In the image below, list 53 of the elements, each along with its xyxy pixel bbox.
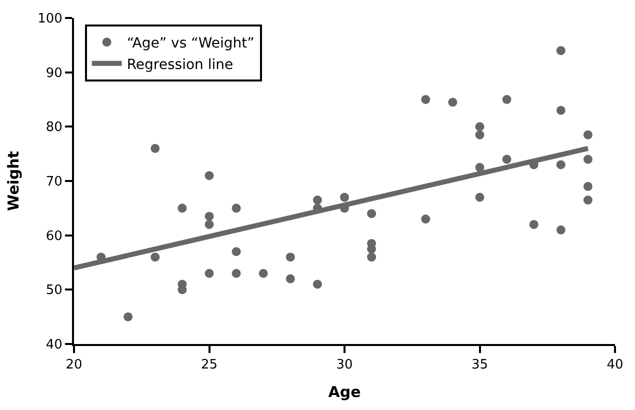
point [204,212,214,221]
x-tick-label: 25 [200,358,218,373]
point [556,225,566,234]
y-tick-label: 60 [46,228,62,244]
point [502,154,512,164]
point [232,268,241,278]
point [232,247,241,256]
point [502,95,512,104]
point [583,196,592,205]
x-tick-label: 40 [606,358,624,373]
y-tick-label: 40 [46,338,62,353]
point [529,220,538,229]
x-tick-label: 30 [336,358,353,373]
point [475,192,484,202]
point [312,280,322,289]
point [204,268,214,278]
point [475,162,484,172]
y-tick-label: 90 [46,66,62,81]
y-tick-label: 100 [38,12,62,27]
point [178,204,187,213]
point [258,268,268,278]
y-axis-title: Weight [4,151,22,211]
x-axis-title: Age [328,383,361,402]
point [312,196,322,205]
point [367,252,376,262]
point [150,252,160,262]
y-tick-label: 70 [46,174,62,190]
point [583,154,592,164]
y-tick-label: 50 [46,283,62,298]
point [286,274,295,284]
point [204,171,214,180]
legend-label: Regression line [126,56,234,73]
x-tick-label: 35 [471,358,488,373]
point [583,130,592,140]
point [286,252,295,262]
point [448,98,458,107]
point [367,209,376,218]
x-tick-label: 20 [66,358,82,373]
point [124,312,133,322]
point [421,95,430,104]
point [204,220,214,229]
point [475,130,484,140]
point [421,214,430,224]
point [475,122,484,132]
point [232,204,241,213]
point [556,160,566,170]
point [340,192,349,202]
y-tick-label: 80 [46,120,62,136]
point [150,144,160,153]
point [556,46,566,56]
point [583,182,592,191]
point [556,106,566,115]
legend-label: “Age” vs “Weight” [126,36,254,52]
